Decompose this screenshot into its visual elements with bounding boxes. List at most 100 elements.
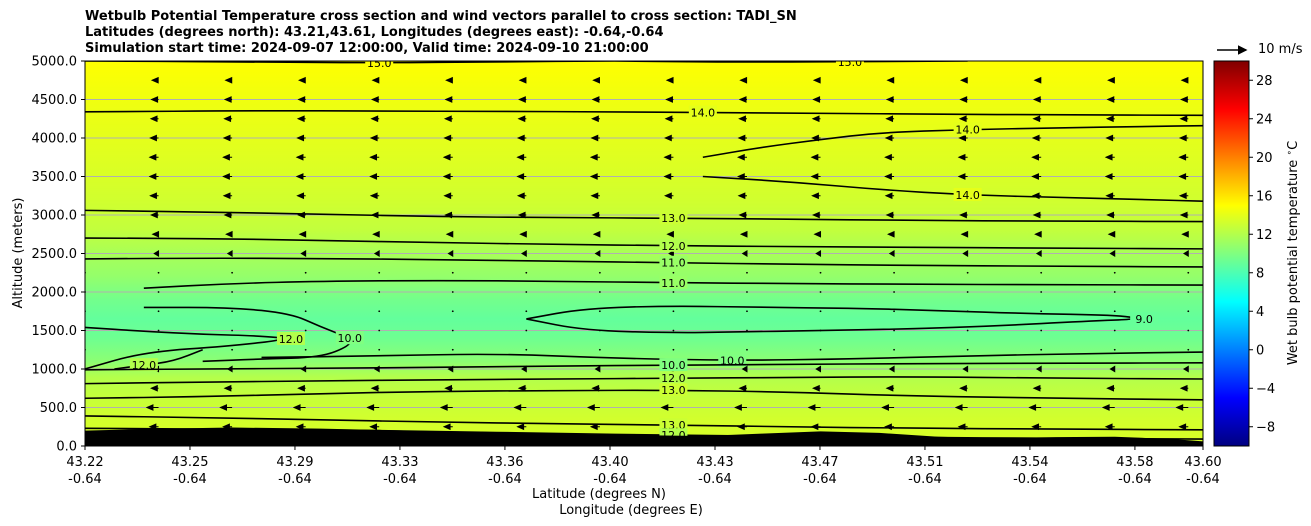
wind-vector [149,192,159,200]
wind-vector [810,153,821,161]
wind-vector [1109,250,1116,257]
wind-vector [1031,423,1042,431]
contour-label-bg [659,418,688,432]
wind-vector [1113,291,1116,293]
wind-vector [372,230,380,238]
wind-vector [587,404,600,411]
contour-label: 14.0 [955,189,980,202]
wind-vector [378,310,381,313]
wind-vector [1178,134,1189,142]
wind-vector [525,291,528,293]
wind-vector [591,211,600,219]
wind-vector [737,173,747,180]
x-tick-label-lon: -0.64 [698,472,732,487]
wind-vector [884,173,895,180]
wind-vector [451,329,454,332]
wind-vector [296,134,306,142]
wind-vector [85,230,86,238]
wind-vector [517,211,527,219]
wind-vector [369,173,380,180]
wind-vector [1106,96,1115,103]
colorbar-label: Wet bulb potential temperature ∘C [1285,141,1301,365]
colorbar-tick-label: 4 [1256,305,1264,320]
wind-vector [370,115,380,123]
wind-vector [888,365,895,373]
contour-label: 15.0 [838,56,863,69]
y-axis-label: Altitude (meters) [11,198,26,309]
wind-vector [297,384,306,392]
wind-vector [451,348,454,351]
wind-vector [157,310,160,313]
wind-vector [516,192,527,200]
contour-line [85,376,1203,385]
wind-vector [225,230,233,238]
wind-vector [1182,250,1189,257]
wind-vector [962,250,969,257]
contour-label-bg [276,331,305,345]
x-tick-label-lat: 43.47 [801,455,838,470]
wind-vector [893,329,895,332]
x-tick-label-lat: 43.25 [171,455,208,470]
wind-vector [1179,384,1189,392]
wind-vector [517,115,527,123]
wind-vector [298,230,307,238]
wind-vector [663,153,674,161]
wind-vector [304,271,307,274]
wind-vector [738,115,747,123]
wind-vector [222,134,233,142]
wind-vector [1175,404,1189,411]
wind-vector [1178,173,1189,180]
wind-vector [812,384,821,392]
colorbar-tick-label: 8 [1256,266,1264,281]
contour-label: 14.0 [691,107,716,120]
wind-vector [525,348,528,351]
wind-vector [1113,348,1116,351]
wind-vector [660,404,674,411]
wind-vector [1178,153,1189,161]
wind-vector [594,250,601,257]
wind-vector [664,115,674,123]
wind-vector [151,230,160,238]
contour-label: 9.0 [1135,313,1153,326]
wind-vector [442,423,453,431]
wind-vector [957,173,968,180]
x-axis: 43.22 -0.64 43.25 -0.64 43.29 -0.64 43.33 -0.64… [66,446,1222,487]
contour-label-bg [335,331,364,345]
y-tick-label: 3000.0 [32,209,78,224]
contour-label-bg [1130,311,1159,325]
wind-vector [885,115,895,123]
terrain [85,427,1203,446]
wind-vector [886,76,895,84]
contour-label: 13.0 [661,212,686,225]
wind-vector [893,271,895,274]
wind-vector [1179,211,1189,219]
wind-vector [1104,423,1115,431]
x-axis-label-longitude: Longitude (degrees E) [559,503,703,518]
wind-vector [519,230,527,238]
wind-vector [1178,192,1189,200]
wind-vector [304,291,307,293]
wind-vector [224,76,233,84]
wind-vector [888,250,895,257]
wind-vector [1180,96,1189,103]
wind-vector [591,96,600,103]
wind-vector [737,192,747,200]
wind-vector [451,291,454,293]
y-tick-label: 3500.0 [32,170,78,185]
wind-vector [741,250,748,257]
y-tick-label: 2500.0 [32,247,78,262]
wind-vector [1187,348,1190,351]
wind-vector [665,96,674,103]
wind-vector [962,365,969,373]
wind-vector [887,230,895,238]
wind-vector [443,192,453,200]
wind-vector [1105,192,1115,200]
wind-vector [738,211,747,219]
wind-vector [592,76,600,84]
contour-line [85,326,282,370]
wind-vector [443,115,453,123]
wind-vector [373,250,380,257]
wind-vector [148,173,159,180]
wind-vector [366,404,380,411]
wind-vector [157,329,160,332]
